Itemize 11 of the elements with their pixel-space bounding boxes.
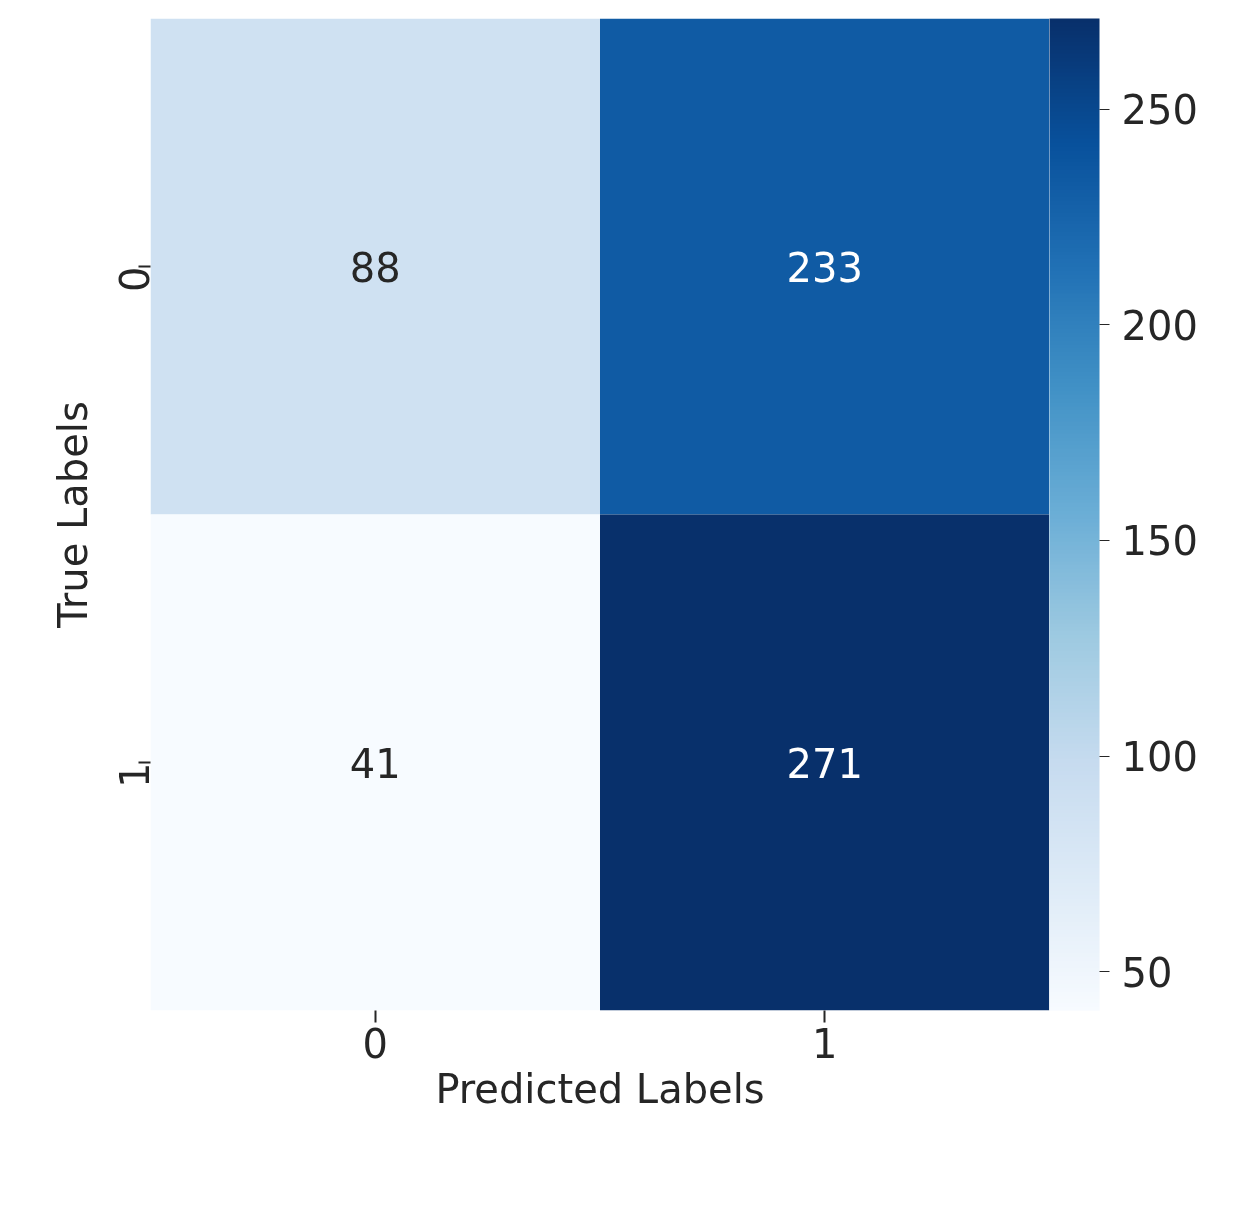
data-label: 271 bbox=[786, 740, 863, 787]
color-bar-label: 200 bbox=[1121, 302, 1198, 349]
color-bar-label: 100 bbox=[1121, 734, 1198, 781]
data-label: 88 bbox=[349, 244, 401, 291]
data-label: 41 bbox=[349, 740, 401, 787]
color-bar-label: 150 bbox=[1121, 518, 1198, 565]
color-bar-label: 250 bbox=[1121, 87, 1198, 134]
x-axis-title: Predicted Labels bbox=[435, 1065, 765, 1112]
data-label: 233 bbox=[786, 244, 863, 291]
y-axis-title: True Labels bbox=[49, 401, 96, 629]
color-bar-label: 50 bbox=[1121, 949, 1173, 996]
